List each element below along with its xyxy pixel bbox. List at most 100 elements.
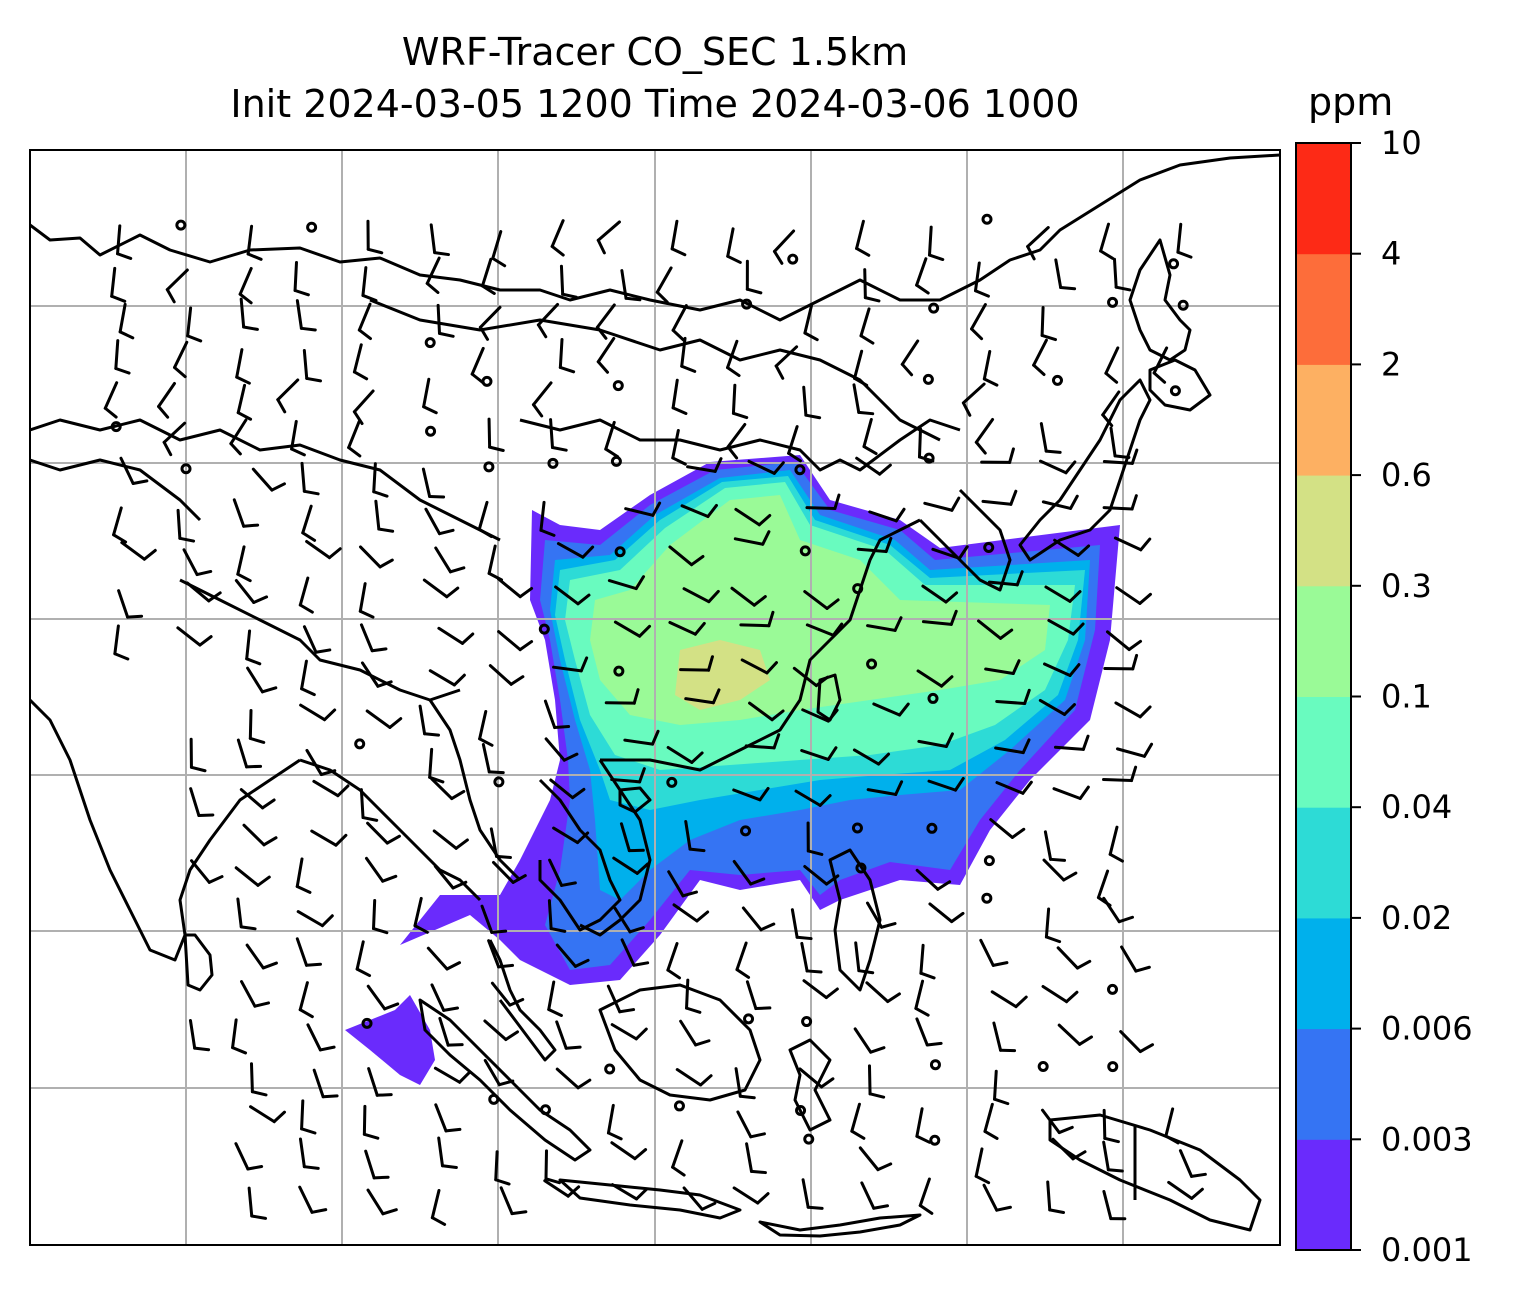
wind-barb [747, 459, 785, 475]
wind-barb [352, 343, 369, 381]
calm-marker [929, 1134, 941, 1146]
colorbar-segment [1296, 807, 1351, 919]
wind-barb [1102, 765, 1138, 783]
wind-barb [855, 456, 892, 476]
map-frame [29, 149, 1281, 1246]
wind-barb [298, 1185, 328, 1214]
wind-barb [242, 823, 278, 847]
colorbar-segment [1296, 917, 1351, 1030]
wind-barb [982, 1183, 1012, 1212]
wind-barb [229, 418, 248, 456]
calm-marker [666, 776, 678, 788]
wind-barb [734, 1067, 756, 1100]
calm-marker [488, 1093, 500, 1105]
wind-barb [1115, 742, 1154, 758]
wind-barb [434, 1103, 462, 1133]
colorbar-segment [1296, 364, 1351, 476]
calm-marker [855, 862, 867, 874]
korea-peninsula [918, 488, 1012, 592]
wind-barb [301, 504, 317, 542]
wind-barb [668, 545, 705, 567]
central-asia-border [30, 418, 501, 542]
wind-barb [983, 1102, 999, 1140]
calm-marker [740, 825, 752, 837]
wind-barb [732, 859, 766, 886]
wind-barb [470, 346, 485, 385]
wind-barb [300, 1099, 317, 1135]
calm-marker [673, 1100, 685, 1112]
wind-barb [312, 1068, 339, 1099]
wind-barb [478, 305, 502, 341]
wind-barb [863, 268, 881, 303]
wind-barb [433, 864, 468, 890]
wind-barb [118, 302, 135, 340]
wind-barb [176, 508, 196, 543]
wind-barb [185, 581, 222, 603]
wind-barb [995, 780, 1033, 795]
wind-barb [1041, 984, 1079, 1004]
wind-barb [302, 625, 332, 654]
wind-barb [732, 786, 770, 802]
wind-barb [374, 499, 395, 533]
calm-marker [852, 583, 864, 595]
wind-barb [854, 941, 875, 975]
wind-barb [606, 1103, 623, 1141]
wind-barb [347, 420, 362, 458]
colorbar-tick-label: 4 [1381, 235, 1401, 273]
wind-barb [119, 456, 149, 485]
wind-barb [612, 856, 650, 875]
calm-marker [923, 452, 935, 464]
wind-barb [478, 709, 494, 747]
wind-barb [359, 788, 379, 822]
wind-barb [295, 857, 312, 894]
wind-barb [492, 860, 527, 884]
wind-barb [1038, 459, 1077, 475]
map-gridlines [30, 150, 1280, 1245]
wind-barb [543, 699, 571, 730]
calm-marker [743, 1013, 755, 1025]
wind-barb [928, 902, 965, 924]
wind-barb [499, 1186, 528, 1216]
wind-barb [984, 659, 1021, 675]
wind-barb [858, 1146, 893, 1172]
wind-barb [744, 733, 781, 750]
wind-barb [245, 629, 262, 666]
wind-barb [596, 220, 621, 255]
wind-barb [1040, 1108, 1074, 1135]
wind-barb [745, 980, 772, 1011]
wind-barb [787, 425, 802, 463]
wind-barb [365, 709, 403, 729]
wind-barb [481, 743, 505, 775]
wind-barb [305, 748, 337, 776]
wind-barb [432, 829, 469, 850]
colorbar-tick-label: 10 [1381, 124, 1422, 162]
wind-barb [860, 1181, 890, 1210]
wind-barb [1176, 222, 1193, 259]
wind-barb [434, 546, 466, 574]
wind-barb [1102, 1108, 1120, 1144]
wind-barb [731, 383, 749, 420]
wind-barb [800, 746, 838, 761]
wind-barb [1047, 618, 1085, 636]
wind-barb [915, 257, 930, 295]
calm-marker [1177, 299, 1189, 311]
wind-barb [923, 496, 961, 512]
colorbar-tick-label: 0.02 [1381, 899, 1452, 937]
india-west-coast [30, 698, 301, 962]
wind-barb [1112, 257, 1132, 292]
wind-barb [624, 501, 662, 517]
colorbar-segment [1296, 585, 1351, 697]
wind-barb [366, 821, 401, 845]
wind-barb [549, 778, 586, 800]
wind-barb [993, 1069, 1010, 1106]
wind-barb [490, 981, 525, 1007]
wind-barb [1043, 830, 1067, 862]
wind-barb [424, 507, 455, 536]
calm-marker [803, 1133, 815, 1145]
wind-barb [918, 1177, 934, 1215]
wind-barb [1167, 1180, 1204, 1200]
wind-barb [1051, 1137, 1087, 1161]
wind-barb [684, 819, 706, 853]
wind-barb [919, 943, 936, 980]
wind-barb [477, 500, 493, 538]
